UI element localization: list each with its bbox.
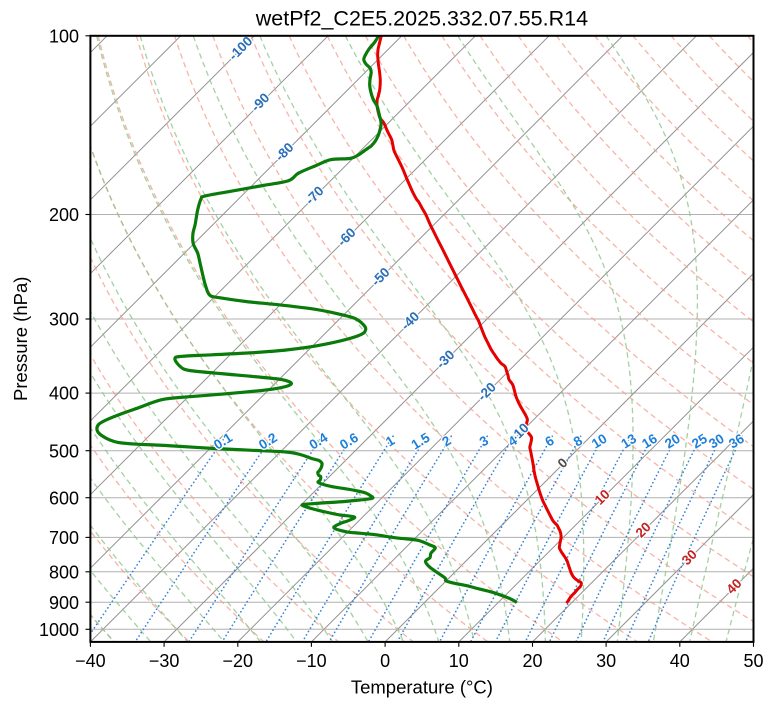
svg-text:400: 400 <box>49 384 79 404</box>
svg-text:10: 10 <box>449 651 469 671</box>
svg-text:Pressure (hPa): Pressure (hPa) <box>10 277 31 401</box>
svg-text:900: 900 <box>49 593 79 613</box>
svg-text:300: 300 <box>49 310 79 330</box>
svg-text:40: 40 <box>670 651 690 671</box>
svg-text:700: 700 <box>49 528 79 548</box>
svg-text:20: 20 <box>522 651 542 671</box>
svg-text:−40: −40 <box>75 651 106 671</box>
svg-text:500: 500 <box>49 441 79 461</box>
svg-text:−10: −10 <box>296 651 327 671</box>
svg-text:Temperature (°C): Temperature (°C) <box>351 677 493 698</box>
svg-text:200: 200 <box>49 205 79 225</box>
svg-text:600: 600 <box>49 488 79 508</box>
svg-text:0: 0 <box>380 651 390 671</box>
svg-text:−20: −20 <box>223 651 254 671</box>
svg-text:800: 800 <box>49 562 79 582</box>
svg-text:100: 100 <box>49 26 79 46</box>
svg-text:1000: 1000 <box>39 620 79 640</box>
svg-text:−30: −30 <box>149 651 180 671</box>
svg-text:50: 50 <box>743 651 763 671</box>
svg-text:30: 30 <box>596 651 616 671</box>
svg-text:wetPf2_C2E5.2025.332.07.55.R14: wetPf2_C2E5.2025.332.07.55.R14 <box>255 7 588 31</box>
